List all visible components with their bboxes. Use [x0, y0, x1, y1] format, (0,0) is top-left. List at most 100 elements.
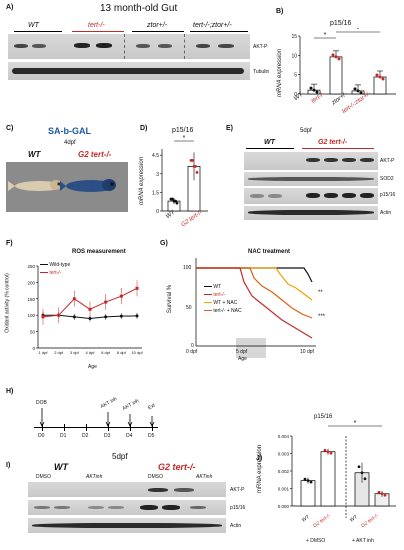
panel-c-label: C) [6, 125, 14, 132]
j-point [323, 448, 327, 452]
panel-e-row-p1516: p15/16 [380, 192, 396, 198]
panel-c-group-wt: WT [28, 150, 41, 159]
f-xtick-label: 8 dpf [117, 350, 127, 355]
f-ytick-label: 0 [32, 346, 35, 351]
f-point [135, 314, 139, 318]
f-xtick-label: 2 dpf [54, 350, 64, 355]
panel-g-ylabel: Survival % [167, 284, 174, 314]
panel-g-ytick-50: 50 [186, 305, 192, 311]
panel-a-group-wt: WT [28, 22, 39, 29]
d-ytick-label: 4.5 [152, 153, 159, 159]
j-bar [320, 451, 336, 507]
blot-e-sod2 [244, 172, 378, 186]
panel-i-group-tert: G2 tert-/- [158, 462, 196, 472]
chart-j: 0.000 0.001 0.002 0.003 0.004 * [278, 420, 396, 518]
timeline [34, 427, 158, 428]
f-point [119, 314, 123, 318]
blot-i-p1516 [28, 500, 226, 515]
panel-c-subtitle: 4dpf [64, 140, 76, 146]
j-point [326, 450, 330, 454]
panel-j-treatment-dmso: + DMSO [306, 538, 326, 544]
timeline-day-5: D5 [148, 433, 155, 439]
panel-e-row-sod2: SOD2 [380, 176, 394, 182]
blot-e-actin [244, 206, 378, 220]
b-point [331, 53, 335, 57]
panel-f-legend-0-label: Wild-type [49, 262, 71, 268]
f-ytick-label: 200 [27, 280, 35, 285]
d-ytick-label: 3 [156, 172, 159, 178]
d-point [191, 158, 194, 162]
panel-g-legend-2: WT + NAC [204, 299, 242, 307]
j-point [303, 477, 307, 481]
b-point [334, 55, 338, 59]
panel-e-group-lines [246, 148, 376, 149]
panel-g-xtick-5: 5 dpf [236, 349, 248, 355]
panel-i-lane-0: DMSO [36, 474, 51, 480]
panel-i-row-actin: Actin [230, 523, 242, 529]
panel-f-label: F) [6, 240, 13, 247]
f-ytick-label: 150 [27, 297, 35, 302]
blot-a-tubulin [8, 62, 250, 80]
panel-f-legend-1: tert-/- [40, 270, 61, 276]
panel-g-legend-3: tert-/- + NAC [204, 307, 242, 315]
f-xtick-label: 1 dpf [39, 350, 49, 355]
panel-f-xlabel: Age [88, 364, 97, 370]
chart-f: 0 50 100 150 200 250 1 dpf 2 dpf 3 dpf 4 dpf 6 dpf… [27, 264, 143, 355]
d-point [175, 201, 179, 205]
panel-a-row-tubulin: Tubulin [253, 69, 270, 75]
timeline-day-0: D0 [38, 433, 45, 439]
panel-g-ytick-100: 100 [183, 265, 192, 271]
chart-g [195, 258, 316, 358]
panel-g-ytick-0: 0 [191, 343, 194, 349]
b-point [309, 86, 313, 90]
panel-g-label: G) [160, 240, 168, 247]
panel-g-legend: WT tert-/- WT + NAC tert-/- + NAC [204, 283, 242, 315]
f-ytick-label: 100 [27, 313, 35, 318]
d-ytick-label: 0 [156, 209, 159, 215]
b-point [378, 75, 382, 79]
panel-i-title: 5dpf [112, 452, 128, 461]
panel-g-sig-1: ** [318, 290, 323, 296]
panel-a-group-tert: tert-/- [88, 22, 105, 29]
f-point [88, 307, 92, 311]
panel-f-title: ROS measurement [72, 249, 126, 255]
b-bar [329, 56, 343, 95]
b-point [337, 57, 341, 61]
panel-d-label: D) [140, 125, 148, 132]
panel-g-xtick-10: 10 dpf [300, 349, 314, 355]
panel-g-xlabel: Age [238, 356, 247, 362]
d-ytick-label: 1.5 [152, 190, 159, 196]
panel-f-legend-0: Wild-type [40, 262, 70, 268]
j-point [363, 477, 367, 481]
panel-g-xtick-0: 0 dpf [186, 349, 198, 355]
panel-f-legend-1-label: tert-/- [49, 270, 62, 276]
f-point [88, 316, 92, 320]
j-bar [300, 480, 316, 507]
d-sig: * [183, 135, 186, 142]
b-point [315, 90, 319, 94]
panel-g-legend-0-label: WT [213, 284, 222, 290]
panel-a-group-double: tert-/-;ztor+/- [193, 22, 232, 29]
b-point [312, 88, 316, 92]
panel-g-title: NAC treatment [248, 249, 291, 255]
panel-g-sig-2: *** [318, 314, 326, 320]
panel-i-row-p1516: p15/16 [230, 505, 246, 511]
d-point [171, 197, 174, 201]
panel-j-treatment-akt: + AKT inh [352, 538, 374, 544]
blot-i-aktp [28, 482, 226, 497]
panel-i-group-wt: WT [54, 462, 68, 472]
panel-h-label: H) [6, 388, 14, 395]
panel-e-row-actin: Actin [380, 210, 392, 216]
panel-f-ylabel: Oxidant activity (% control) [4, 273, 11, 333]
b-ytick-label: 5 [294, 73, 297, 79]
panel-e-label: E) [226, 125, 233, 132]
zebrafish-image [6, 162, 128, 212]
d-point [194, 164, 197, 168]
blot-e-p1516 [244, 188, 378, 204]
j-point [306, 479, 310, 483]
timeline-day-2: D2 [82, 433, 89, 439]
b-point [356, 89, 360, 93]
f-xtick-label: 10 dpf [131, 350, 143, 355]
panel-i-lane-2: DMSO [148, 474, 163, 480]
b-sig-1: * [324, 32, 327, 39]
